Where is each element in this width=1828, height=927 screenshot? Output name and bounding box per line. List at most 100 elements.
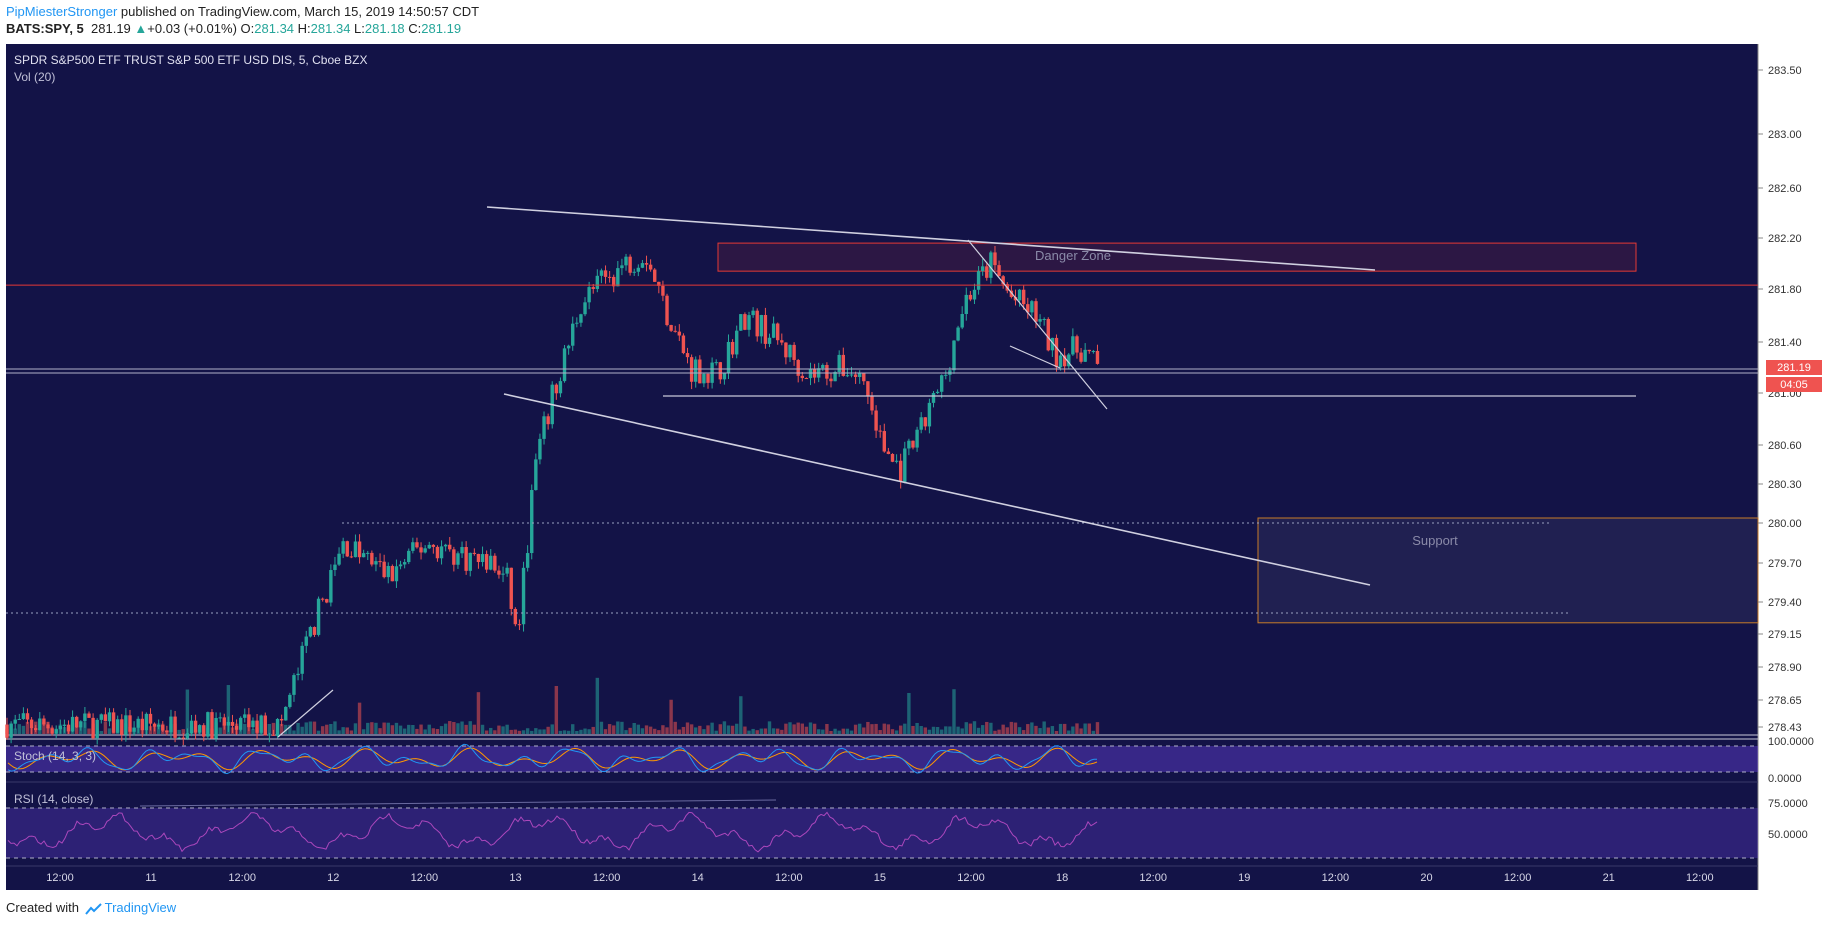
candle-body[interactable] <box>99 714 103 720</box>
candle-body[interactable] <box>275 718 280 736</box>
candle-body[interactable] <box>255 720 259 733</box>
candle-body[interactable] <box>91 717 95 739</box>
candle-body[interactable] <box>439 546 444 559</box>
support-zone-box[interactable] <box>1257 517 1759 624</box>
candle-body[interactable] <box>230 721 235 726</box>
candle-body[interactable] <box>923 417 927 427</box>
wedge-upper-line[interactable] <box>967 239 1108 410</box>
candle-body[interactable] <box>468 552 472 571</box>
candle-body[interactable] <box>13 719 17 724</box>
candle-body[interactable] <box>87 713 91 718</box>
candle-body[interactable] <box>1034 301 1038 322</box>
candle-body[interactable] <box>985 266 989 278</box>
candle-body[interactable] <box>378 561 382 563</box>
candle-body[interactable] <box>456 553 460 565</box>
candle-body[interactable] <box>111 712 116 733</box>
candle-body[interactable] <box>9 723 13 738</box>
candle-body[interactable] <box>718 362 723 380</box>
candle-body[interactable] <box>853 374 858 378</box>
candle-body[interactable] <box>79 721 83 728</box>
candle-body[interactable] <box>607 276 612 278</box>
candle-body[interactable] <box>800 375 805 379</box>
candle-body[interactable] <box>722 373 727 380</box>
candle-body[interactable] <box>320 598 325 600</box>
candle-body[interactable] <box>304 636 308 646</box>
candle-body[interactable] <box>747 315 751 330</box>
candle-body[interactable] <box>882 431 886 452</box>
candle-body[interactable] <box>267 734 272 736</box>
candle-body[interactable] <box>1046 319 1050 351</box>
candle-body[interactable] <box>21 713 26 719</box>
candle-body[interactable] <box>181 737 185 739</box>
candle-body[interactable] <box>743 314 747 330</box>
candle-body[interactable] <box>804 378 809 380</box>
candle-body[interactable] <box>886 451 891 454</box>
candle-body[interactable] <box>636 267 641 272</box>
candle-body[interactable] <box>972 289 977 300</box>
candle-body[interactable] <box>415 542 419 548</box>
candle-body[interactable] <box>132 727 136 732</box>
small-trendline[interactable] <box>277 689 334 738</box>
candle-body[interactable] <box>431 544 436 547</box>
candle-body[interactable] <box>419 547 423 553</box>
candle-body[interactable] <box>931 393 936 403</box>
candle-body[interactable] <box>366 552 370 554</box>
candle-body[interactable] <box>530 490 534 554</box>
candle-body[interactable] <box>911 440 915 448</box>
candle-body[interactable] <box>1001 276 1005 285</box>
candle-body[interactable] <box>193 720 198 733</box>
candle-body[interactable] <box>50 728 54 734</box>
candle-body[interactable] <box>1095 350 1100 364</box>
candle-body[interactable] <box>370 552 374 565</box>
candle-body[interactable] <box>329 570 333 603</box>
candle-body[interactable] <box>780 340 784 343</box>
candle-body[interactable] <box>185 733 190 739</box>
candle-body[interactable] <box>1013 296 1018 301</box>
trendlines[interactable] <box>6 206 1758 738</box>
candle-body[interactable] <box>480 554 485 562</box>
candle-body[interactable] <box>796 359 800 376</box>
tradingview-link[interactable]: TradingView <box>104 900 177 915</box>
candle-body[interactable] <box>349 556 354 558</box>
candle-body[interactable] <box>402 562 407 565</box>
candle-body[interactable] <box>714 362 718 364</box>
candle-body[interactable] <box>341 541 345 554</box>
candle-body[interactable] <box>1030 301 1034 313</box>
candle-body[interactable] <box>538 438 542 460</box>
candle-body[interactable] <box>173 716 177 738</box>
candle-body[interactable] <box>915 429 919 448</box>
candle-body[interactable] <box>296 673 300 676</box>
candle-body[interactable] <box>243 714 247 718</box>
candle-body[interactable] <box>730 341 735 355</box>
candle-body[interactable] <box>1062 355 1067 367</box>
candle-body[interactable] <box>759 314 764 337</box>
candle-body[interactable] <box>288 694 292 707</box>
candle-body[interactable] <box>657 281 661 286</box>
candle-body[interactable] <box>632 271 636 273</box>
candle-body[interactable] <box>407 550 411 563</box>
candle-body[interactable] <box>42 718 46 725</box>
candle-body[interactable] <box>669 325 673 331</box>
candle-body[interactable] <box>337 553 341 565</box>
candle-body[interactable] <box>878 430 882 432</box>
candle-body[interactable] <box>300 645 304 674</box>
candle-body[interactable] <box>83 713 87 722</box>
candle-body[interactable] <box>616 268 620 287</box>
candle-body[interactable] <box>964 294 968 315</box>
candle-body[interactable] <box>1087 349 1091 352</box>
candle-body[interactable] <box>1075 336 1079 353</box>
candle-body[interactable] <box>222 717 226 726</box>
candle-body[interactable] <box>595 275 600 289</box>
candle-body[interactable] <box>521 567 526 625</box>
candle-body[interactable] <box>562 348 567 382</box>
candle-body[interactable] <box>681 335 686 354</box>
candle-body[interactable] <box>755 310 759 337</box>
candle-body[interactable] <box>390 565 395 582</box>
candle-body[interactable] <box>599 270 604 276</box>
candle-body[interactable] <box>136 718 140 728</box>
candle-body[interactable] <box>993 252 997 266</box>
candle-body[interactable] <box>870 396 874 411</box>
candle-body[interactable] <box>54 729 58 734</box>
candle-body[interactable] <box>74 716 79 728</box>
candle-body[interactable] <box>374 561 378 565</box>
